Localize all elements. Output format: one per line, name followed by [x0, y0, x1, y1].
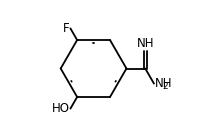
Text: NH: NH [155, 77, 172, 90]
Text: NH: NH [137, 37, 154, 50]
Text: F: F [63, 22, 70, 35]
Text: HO: HO [52, 102, 70, 115]
Text: 2: 2 [162, 82, 168, 91]
